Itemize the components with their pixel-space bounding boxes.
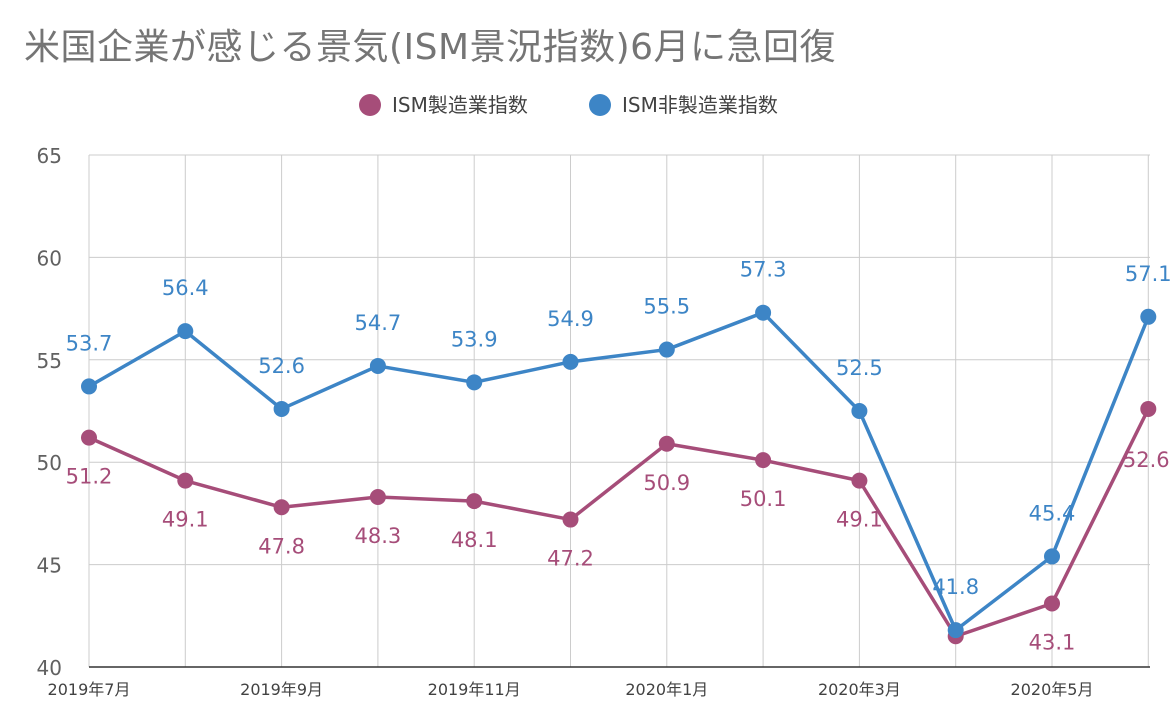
x-tick-label: 2019年11月 [428, 680, 521, 699]
data-label: 54.7 [355, 311, 402, 335]
data-point [658, 341, 675, 358]
data-point [81, 378, 97, 395]
data-point [1044, 595, 1060, 612]
data-point [177, 472, 194, 489]
y-tick-label: 60 [37, 246, 62, 270]
data-point [466, 374, 483, 391]
data-point [755, 304, 772, 321]
legend-label: ISM非製造業指数 [622, 93, 778, 117]
data-point [947, 622, 964, 639]
y-tick-label: 50 [37, 451, 62, 475]
data-point [369, 489, 386, 506]
data-point [273, 400, 290, 417]
x-tick-label: 2019年7月 [48, 680, 131, 699]
data-label: 49.1 [836, 508, 883, 532]
data-label: 49.1 [162, 508, 209, 532]
data-point [1140, 400, 1157, 417]
data-point [658, 435, 675, 452]
x-tick-label: 2020年1月 [625, 680, 708, 699]
data-label: 52.5 [836, 356, 883, 380]
x-tick-label: 2020年5月 [1011, 680, 1094, 699]
data-point [562, 511, 579, 528]
chart-title: 米国企業が感じる景気(ISM景況指数)6月に急回復 [24, 27, 837, 68]
data-label: 43.1 [1029, 631, 1076, 655]
y-tick-label: 55 [37, 349, 62, 373]
series-line [88, 310, 1150, 632]
data-point [851, 403, 868, 419]
data-label: 50.9 [643, 471, 690, 495]
data-point [81, 429, 97, 446]
data-label: 48.1 [451, 528, 498, 552]
data-point [466, 493, 483, 510]
data-label: 52.6 [1123, 448, 1170, 472]
data-point [755, 452, 772, 469]
data-label: 55.5 [643, 295, 690, 319]
data-label: 52.6 [258, 354, 305, 378]
data-label: 50.1 [740, 487, 787, 511]
data-label: 57.1 [1125, 262, 1172, 286]
data-point [1140, 308, 1157, 325]
data-point [273, 499, 290, 516]
series-line [88, 408, 1150, 639]
data-label: 57.3 [740, 258, 787, 282]
data-label: 48.3 [355, 524, 402, 548]
data-point [851, 472, 868, 489]
data-label: 41.8 [932, 575, 979, 599]
data-label: 53.9 [451, 327, 498, 351]
legend-marker [589, 94, 611, 116]
data-label: 47.8 [258, 534, 305, 558]
data-label: 45.4 [1029, 501, 1076, 525]
y-tick-label: 45 [37, 554, 62, 578]
y-tick-label: 40 [37, 656, 62, 680]
data-point [177, 323, 194, 340]
y-tick-label: 65 [37, 144, 62, 168]
legend-label: ISM製造業指数 [392, 93, 528, 117]
x-tick-label: 2019年9月 [240, 680, 323, 699]
x-tick-label: 2020年3月 [818, 680, 901, 699]
data-point [562, 353, 579, 370]
data-point [1044, 548, 1060, 565]
data-label: 47.2 [547, 547, 594, 571]
legend-marker [359, 94, 381, 116]
data-label: 54.9 [547, 307, 594, 331]
data-label: 56.4 [162, 276, 209, 300]
data-point [369, 357, 386, 374]
data-label: 53.7 [66, 331, 113, 355]
data-label: 51.2 [66, 465, 113, 489]
